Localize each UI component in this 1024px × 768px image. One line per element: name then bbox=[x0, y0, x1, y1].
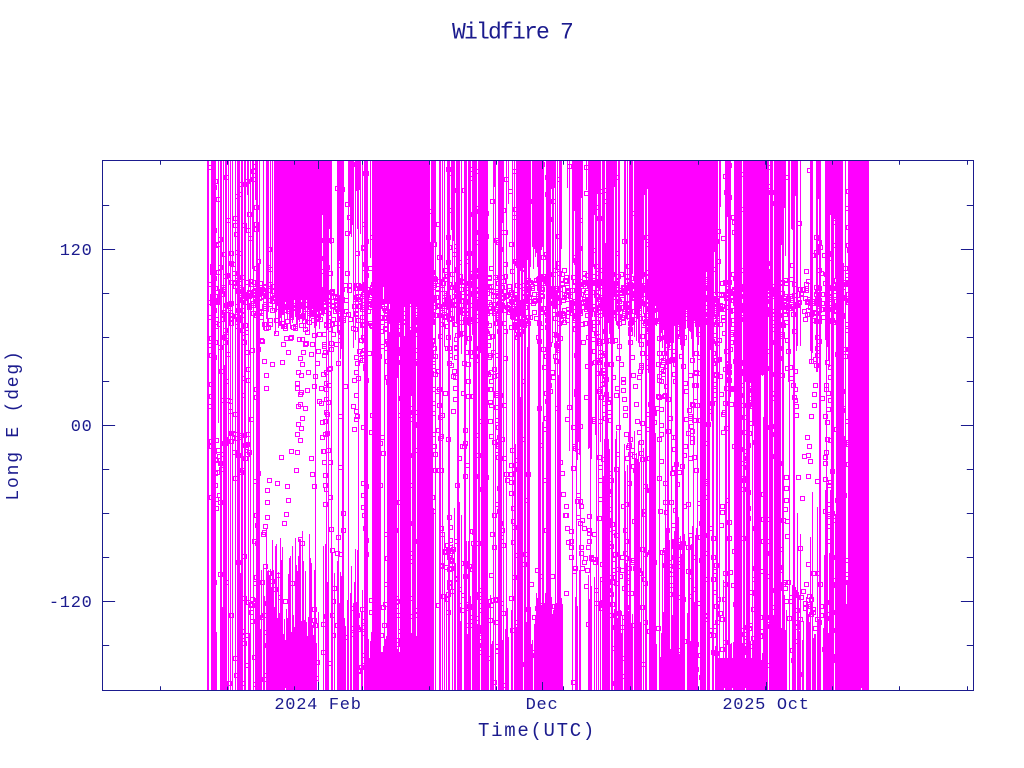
svg-text:Time(UTC): Time(UTC) bbox=[478, 720, 596, 742]
svg-text:120: 120 bbox=[60, 242, 93, 261]
svg-text:2025 Oct: 2025 Oct bbox=[722, 696, 809, 715]
svg-text:Long E (deg): Long E (deg) bbox=[4, 349, 24, 500]
svg-text:Wildfire 7: Wildfire 7 bbox=[452, 20, 572, 46]
svg-text:Dec: Dec bbox=[526, 696, 559, 715]
svg-text:-120: -120 bbox=[49, 594, 93, 613]
svg-text:00: 00 bbox=[71, 418, 93, 437]
svg-text:2024 Feb: 2024 Feb bbox=[274, 696, 361, 715]
